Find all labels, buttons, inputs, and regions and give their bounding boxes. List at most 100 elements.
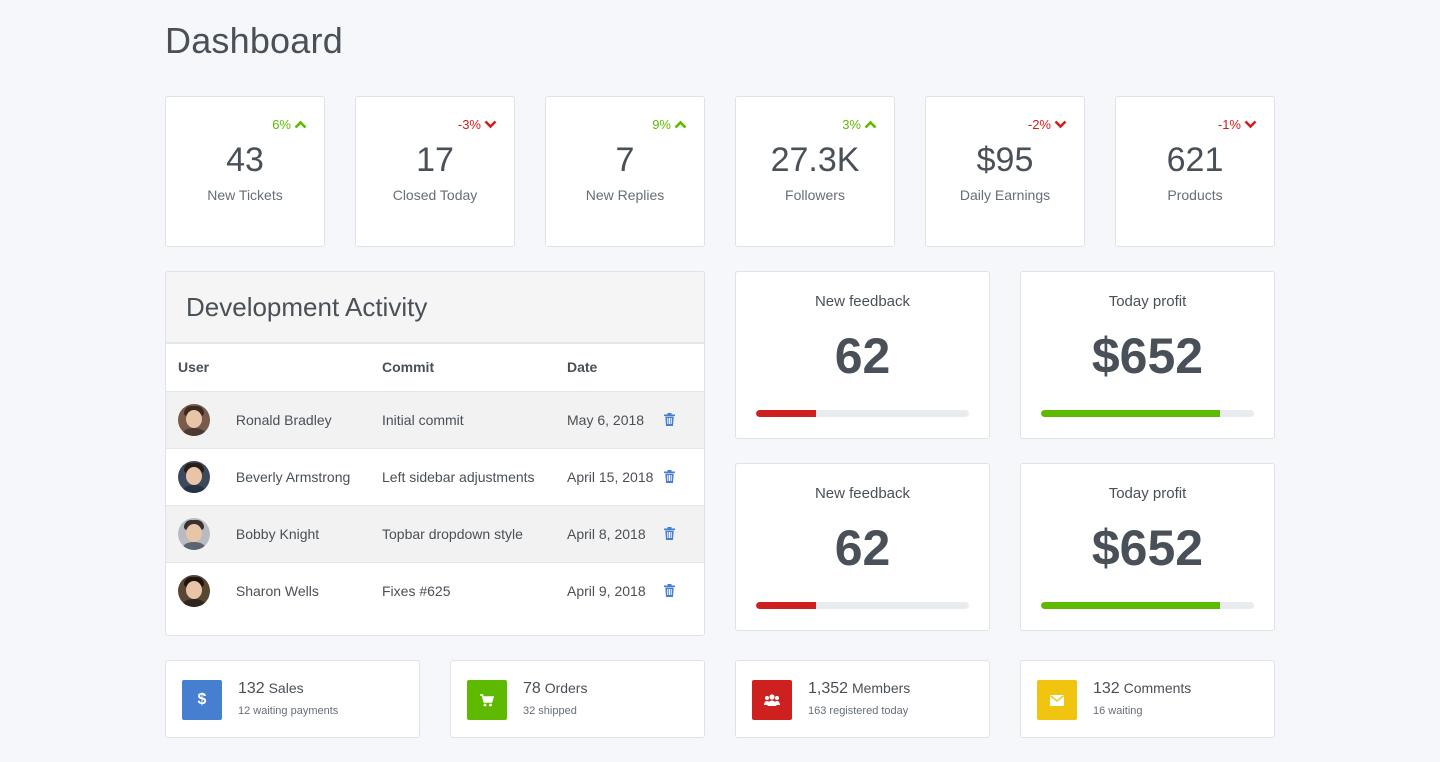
- column-header-user: User: [166, 344, 382, 392]
- stat-value: 27.3K: [770, 141, 860, 179]
- delete-button[interactable]: [664, 562, 704, 619]
- metric-label: Today profit: [1108, 485, 1187, 502]
- metric-value: $652: [1091, 328, 1204, 384]
- table-row: Sharon Wells Fixes #625 April 9, 2018: [166, 562, 704, 619]
- commit-cell: Topbar dropdown style: [382, 505, 567, 563]
- summary-sub: 163 registered today: [808, 705, 909, 717]
- summary-sub: 16 waiting: [1093, 705, 1143, 717]
- metric-value: 62: [834, 328, 891, 384]
- summary-sub: 12 waiting payments: [238, 705, 339, 717]
- metric-value: 62: [834, 520, 891, 576]
- summary-card-sales: $ 132 Sales 12 waiting payments: [165, 660, 420, 738]
- date-cell: April 15, 2018: [567, 448, 664, 506]
- user-cell: Beverly Armstrong: [166, 448, 382, 506]
- column-header-commit: Commit: [382, 344, 567, 392]
- chevron-up-icon: [674, 120, 687, 129]
- dollar-icon: $: [182, 680, 222, 720]
- column-header-date: Date: [567, 344, 664, 392]
- user-name: Sharon Wells: [235, 582, 319, 599]
- progress-fill: [756, 602, 816, 609]
- progress-fill: [1041, 602, 1220, 609]
- chevron-down-icon: [1244, 120, 1257, 129]
- commits-table: User Commit Date Ronald Bradley Initial …: [166, 344, 704, 619]
- stat-change: 9%: [652, 117, 687, 132]
- metric-label: New feedback: [814, 485, 911, 502]
- stat-card-daily-earnings: -2% $95 Daily Earnings: [925, 96, 1085, 247]
- avatar: [178, 574, 210, 607]
- commit-cell: Fixes #625: [382, 582, 451, 599]
- chevron-up-icon: [294, 120, 307, 129]
- card-title: Development Activity: [166, 272, 704, 344]
- trash-icon[interactable]: [664, 527, 675, 540]
- summary-number: 1,352: [808, 680, 849, 697]
- stat-value: 17: [416, 141, 454, 179]
- stat-label: New Tickets: [207, 187, 283, 203]
- progress-fill: [1041, 410, 1220, 417]
- users-icon: [752, 680, 792, 720]
- user-name: Ronald Bradley: [235, 411, 332, 428]
- progress-bar: [756, 410, 969, 417]
- trash-icon[interactable]: [664, 470, 675, 483]
- user-name: Beverly Armstrong: [235, 468, 351, 485]
- summary-label: Comments: [1123, 680, 1192, 696]
- commit-cell: Left sidebar adjustments: [382, 448, 567, 506]
- summary-label: Orders: [544, 680, 588, 696]
- stat-value: $95: [976, 141, 1034, 179]
- delete-button[interactable]: [664, 391, 704, 449]
- summary-sub: 32 shipped: [523, 705, 577, 717]
- cart-icon: [467, 680, 507, 720]
- stat-change: -3%: [458, 117, 497, 132]
- table-row: Ronald Bradley Initial commit May 6, 201…: [166, 391, 704, 449]
- user-name: Bobby Knight: [235, 525, 320, 542]
- table-row: Bobby Knight Topbar dropdown style April…: [166, 505, 704, 563]
- stat-card-products: -1% 621 Products: [1115, 96, 1275, 247]
- stat-card-followers: 3% 27.3K Followers: [735, 96, 895, 247]
- avatar: [178, 403, 210, 436]
- chevron-down-icon: [484, 120, 497, 129]
- stat-label: Followers: [785, 187, 845, 203]
- development-activity-card: Development Activity User Commit Date Ro…: [165, 271, 705, 636]
- stat-value: 621: [1166, 141, 1224, 179]
- metric-card-new-feedback: New feedback 62: [735, 463, 990, 631]
- progress-bar: [756, 602, 969, 609]
- progress-fill: [756, 410, 816, 417]
- date-cell: April 9, 2018: [567, 582, 646, 599]
- stat-value: 7: [615, 141, 635, 179]
- stat-change: -2%: [1028, 117, 1067, 132]
- user-cell: Sharon Wells: [166, 562, 382, 619]
- metric-value: $652: [1091, 520, 1204, 576]
- date-cell: April 8, 2018: [567, 505, 664, 563]
- page-title: Dashboard: [165, 20, 343, 61]
- metric-label: New feedback: [814, 293, 911, 310]
- trash-icon[interactable]: [664, 584, 675, 598]
- chevron-up-icon: [864, 120, 877, 129]
- stat-value: 43: [226, 141, 264, 179]
- trash-icon[interactable]: [664, 413, 675, 426]
- summary-number: 132: [1093, 680, 1120, 697]
- summary-card-members: 1,352 Members 163 registered today: [735, 660, 990, 738]
- delete-button[interactable]: [664, 448, 704, 506]
- delete-button[interactable]: [664, 505, 704, 563]
- stat-label: Closed Today: [392, 187, 478, 203]
- stat-change: 6%: [272, 117, 307, 132]
- stat-label: Products: [1167, 187, 1223, 203]
- summary-label: Members: [851, 680, 911, 696]
- table-row: Beverly Armstrong Left sidebar adjustmen…: [166, 448, 704, 506]
- summary-number: 132: [238, 680, 265, 697]
- chevron-down-icon: [1054, 120, 1067, 129]
- stat-label: New Replies: [585, 187, 665, 203]
- progress-bar: [1041, 410, 1254, 417]
- summary-card-orders: 78 Orders 32 shipped: [450, 660, 705, 738]
- metric-label: Today profit: [1108, 293, 1187, 310]
- stat-card-closed-today: -3% 17 Closed Today: [355, 96, 515, 247]
- avatar: [178, 517, 210, 550]
- stat-card-new-replies: 9% 7 New Replies: [545, 96, 705, 247]
- metric-card-today-profit: Today profit $652: [1020, 271, 1275, 439]
- date-cell: May 6, 2018: [567, 391, 664, 449]
- column-header-actions: [664, 344, 704, 392]
- commit-cell: Initial commit: [382, 391, 567, 449]
- stat-change: -1%: [1218, 117, 1257, 132]
- stat-change: 3%: [842, 117, 877, 132]
- user-cell: Ronald Bradley: [166, 391, 382, 449]
- stat-card-new-tickets: 6% 43 New Tickets: [165, 96, 325, 247]
